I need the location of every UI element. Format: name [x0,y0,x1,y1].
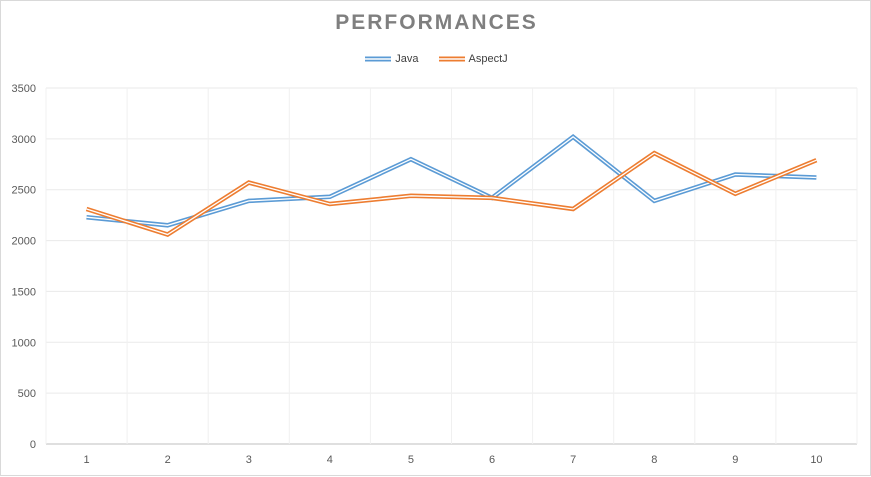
x-tick-label: 4 [327,454,333,466]
y-tick-label: 1500 [12,286,36,298]
y-tick-label: 2500 [12,185,36,197]
x-tick-label: 9 [732,454,738,466]
x-tick-label: 2 [165,454,171,466]
y-tick-label: 3500 [12,83,36,95]
y-tick-label: 1000 [12,337,36,349]
x-tick-label: 5 [408,454,414,466]
y-tick-label: 0 [30,439,36,451]
x-tick-label: 8 [651,454,657,466]
y-tick-label: 500 [18,388,36,400]
x-tick-label: 3 [246,454,252,466]
x-tick-label: 10 [810,454,822,466]
x-tick-label: 6 [489,454,495,466]
y-tick-label: 2000 [12,236,36,248]
x-tick-label: 1 [83,454,89,466]
y-tick-label: 3000 [12,134,36,146]
x-tick-label: 7 [570,454,576,466]
